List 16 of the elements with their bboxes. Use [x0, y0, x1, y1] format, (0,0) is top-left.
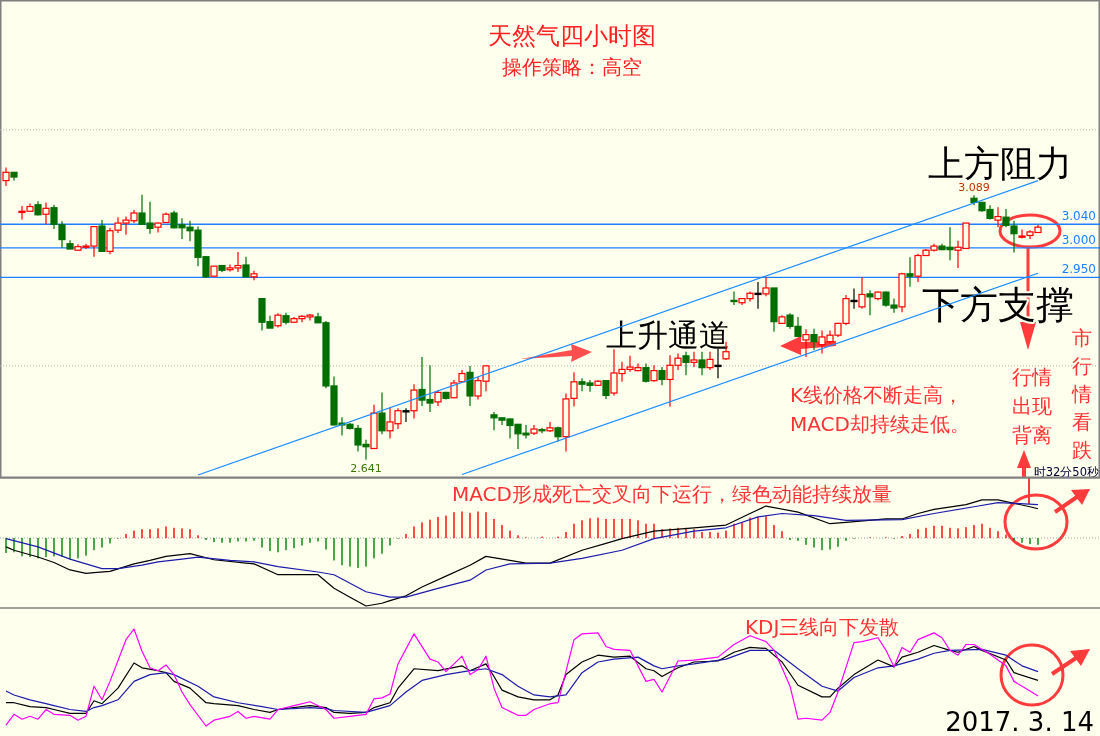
annotation: 3.089 — [958, 181, 990, 195]
text: 操作策略：高空 — [502, 55, 642, 79]
annotation: 上升通道 — [606, 317, 730, 353]
annotation: 上方阻力 — [928, 143, 1072, 184]
annotation: MACD形成死亡交叉向下运行，绿色动能持续放量 — [452, 482, 892, 506]
ref-line-label: 3.000 — [1061, 232, 1096, 247]
annotation: 2.641 — [350, 461, 382, 475]
text: 天然气四小时图 — [488, 22, 656, 50]
text: 市行情看跌 — [1071, 326, 1092, 462]
annotation: KDJ三线向下发散 — [745, 615, 900, 639]
annotation: 时32分50秒 — [1033, 465, 1099, 479]
ref-line-label: 3.040 — [1061, 209, 1096, 224]
annotation: K线价格不断走高， MACD却持续走低。 — [790, 383, 970, 436]
annotation: 行情出现背离 — [1012, 365, 1052, 447]
annotation: 2017. 3. 14 — [945, 707, 1094, 736]
ref-line-label: 2.950 — [1061, 262, 1096, 277]
